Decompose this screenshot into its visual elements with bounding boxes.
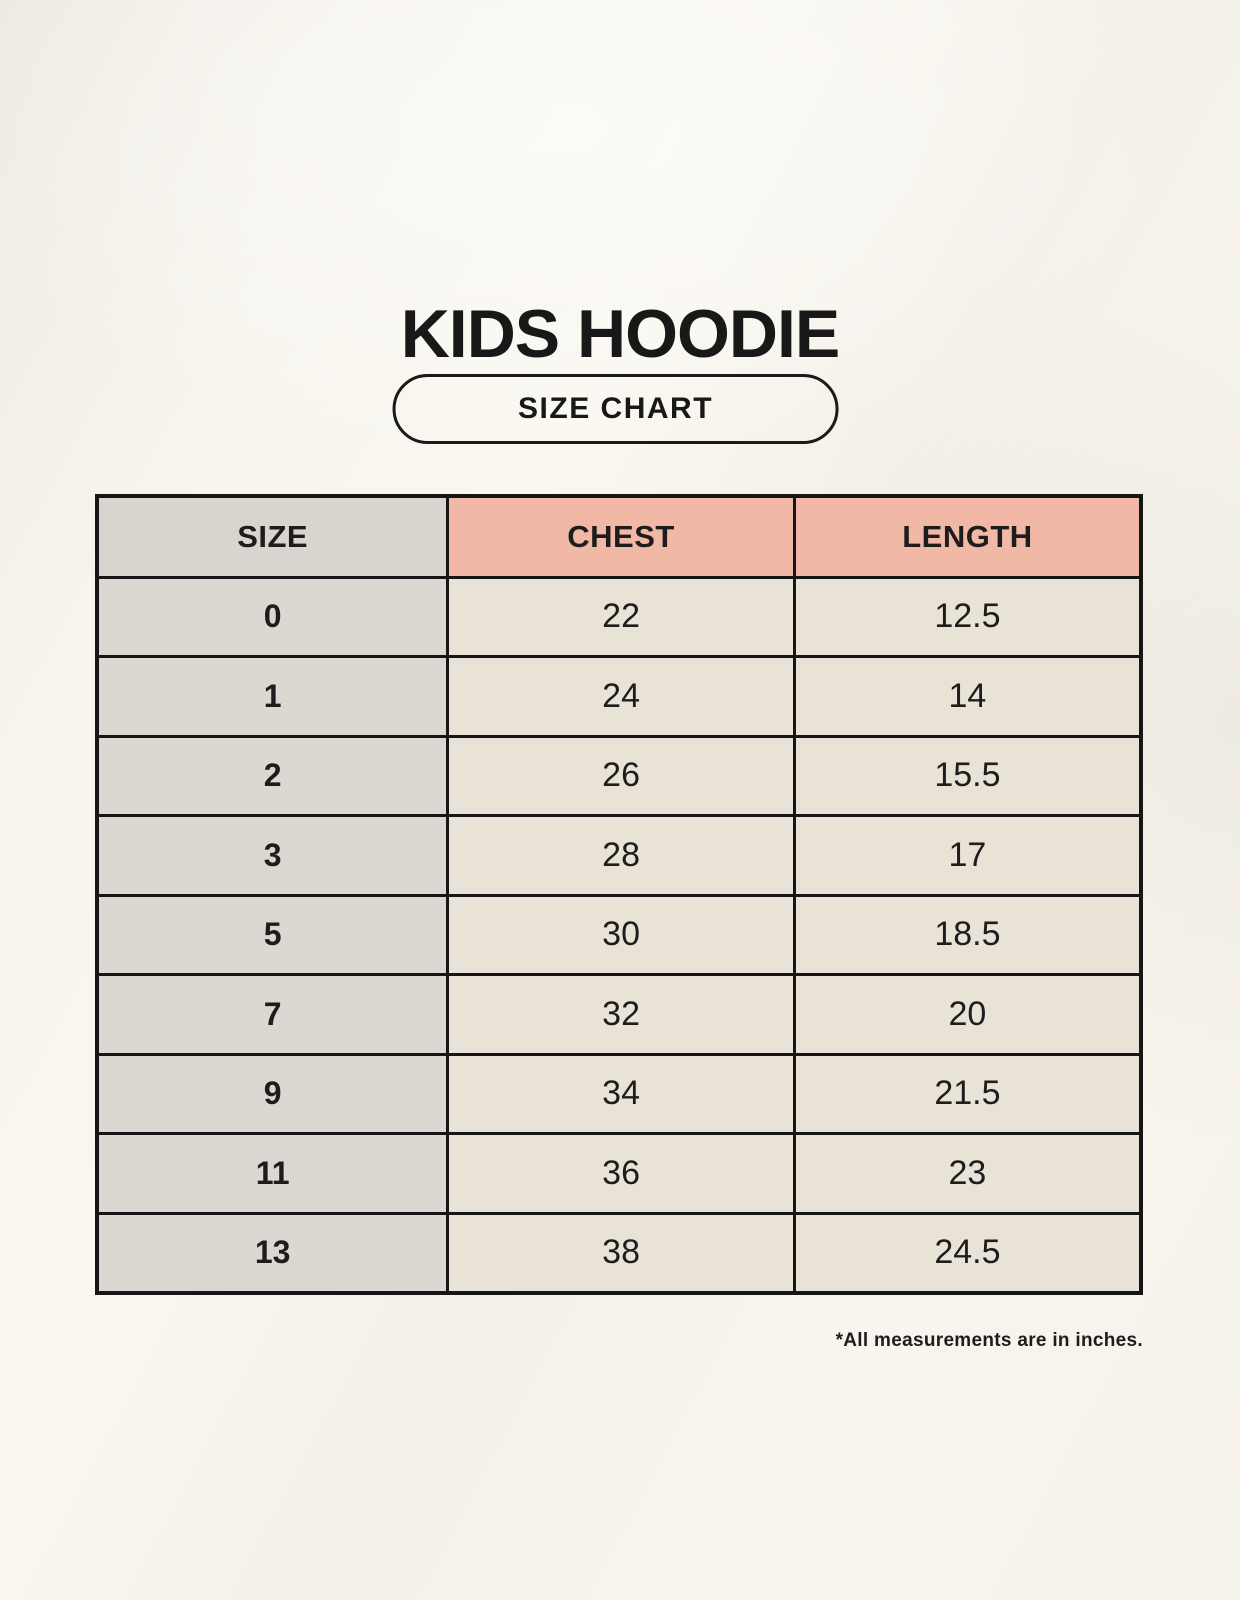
table-header-row: SIZE CHEST LENGTH	[95, 494, 1143, 579]
length-value-cell: 15.5	[792, 734, 1143, 817]
length-value-cell: 23	[792, 1132, 1143, 1215]
table-row: 7 32 20	[95, 973, 1143, 1056]
chest-value-cell: 30	[446, 893, 796, 976]
chest-value-cell: 34	[446, 1052, 796, 1135]
length-value-cell: 18.5	[792, 893, 1143, 976]
table-row: 5 30 18.5	[95, 893, 1143, 976]
table-row: 0 22 12.5	[95, 575, 1143, 658]
size-chart-table-container: SIZE CHEST LENGTH 0 22 12.5 1 24 14 2 26 15.5 3 28…	[95, 494, 1143, 1295]
table-row: 2 26 15.5	[95, 734, 1143, 817]
size-value-cell: 3	[95, 814, 450, 897]
size-chart-badge: SIZE CHART	[392, 374, 839, 444]
column-header-length: LENGTH	[792, 494, 1143, 579]
size-chart-table: SIZE CHEST LENGTH 0 22 12.5 1 24 14 2 26 15.5 3 28…	[95, 494, 1143, 1295]
chest-value-cell: 24	[446, 655, 796, 738]
table-row: 11 36 23	[95, 1132, 1143, 1215]
table-body: 0 22 12.5 1 24 14 2 26 15.5 3 28 17 5 30 18.5 7 32 20 9 34 2…	[95, 575, 1143, 1294]
size-value-cell: 9	[95, 1052, 450, 1135]
chest-value-cell: 26	[446, 734, 796, 817]
table-row: 9 34 21.5	[95, 1052, 1143, 1135]
measurements-footnote: *All measurements are in inches.	[835, 1330, 1143, 1351]
size-chart-badge-label: SIZE CHART	[518, 392, 714, 425]
size-value-cell: 11	[95, 1132, 450, 1215]
column-header-chest: CHEST	[446, 494, 796, 579]
chest-value-cell: 32	[446, 973, 796, 1056]
size-value-cell: 1	[95, 655, 450, 738]
chest-value-cell: 36	[446, 1132, 796, 1215]
size-value-cell: 2	[95, 734, 450, 817]
page-title: KIDS HOODIE	[400, 295, 841, 372]
length-value-cell: 20	[792, 973, 1143, 1056]
length-value-cell: 17	[792, 814, 1143, 897]
length-value-cell: 21.5	[792, 1052, 1143, 1135]
length-value-cell: 14	[792, 655, 1143, 738]
size-value-cell: 7	[95, 973, 450, 1056]
length-value-cell: 12.5	[792, 575, 1143, 658]
table-row: 3 28 17	[95, 814, 1143, 897]
size-value-cell: 0	[95, 575, 450, 658]
table-row: 13 38 24.5	[95, 1211, 1143, 1294]
chest-value-cell: 28	[446, 814, 796, 897]
size-value-cell: 13	[95, 1211, 450, 1294]
chest-value-cell: 22	[446, 575, 796, 658]
length-value-cell: 24.5	[792, 1211, 1143, 1294]
table-row: 1 24 14	[95, 655, 1143, 738]
chest-value-cell: 38	[446, 1211, 796, 1294]
column-header-size: SIZE	[95, 494, 450, 579]
size-value-cell: 5	[95, 893, 450, 976]
